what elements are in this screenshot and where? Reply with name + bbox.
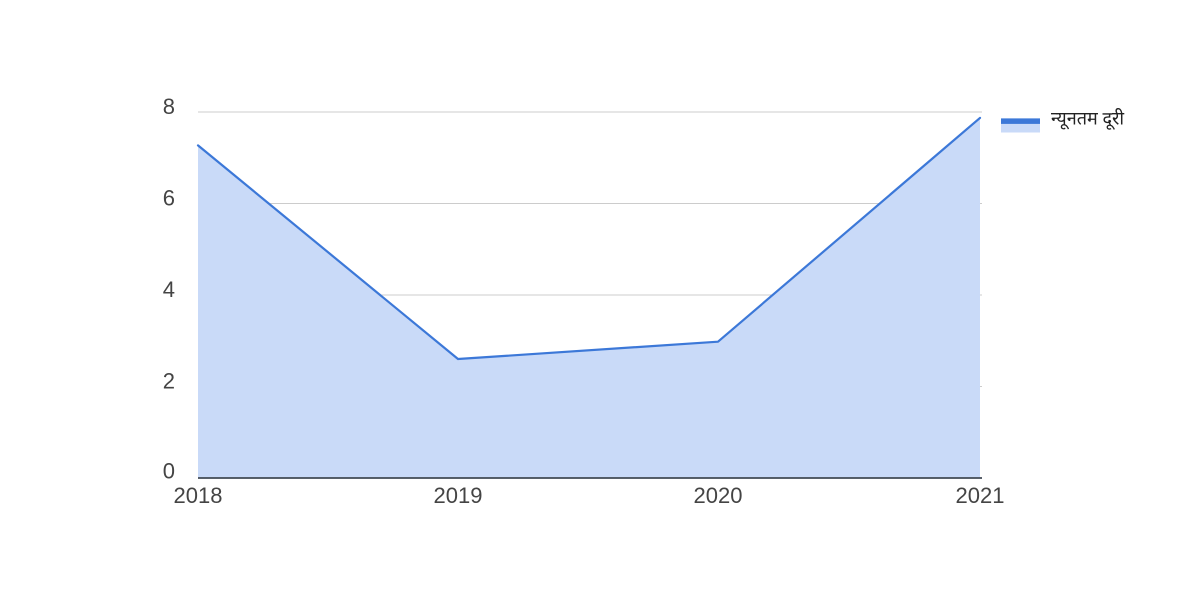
svg-text:6: 6 xyxy=(163,186,175,211)
svg-text:2021: 2021 xyxy=(956,483,1005,508)
svg-text:0: 0 xyxy=(163,459,175,484)
svg-text:2020: 2020 xyxy=(694,483,743,508)
svg-text:न्यूनतम दूरी: न्यूनतम दूरी xyxy=(1051,109,1124,133)
svg-text:2019: 2019 xyxy=(434,483,483,508)
svg-text:2: 2 xyxy=(163,369,175,394)
svg-text:2018: 2018 xyxy=(174,483,223,508)
svg-text:8: 8 xyxy=(163,94,175,119)
svg-text:4: 4 xyxy=(163,277,175,302)
